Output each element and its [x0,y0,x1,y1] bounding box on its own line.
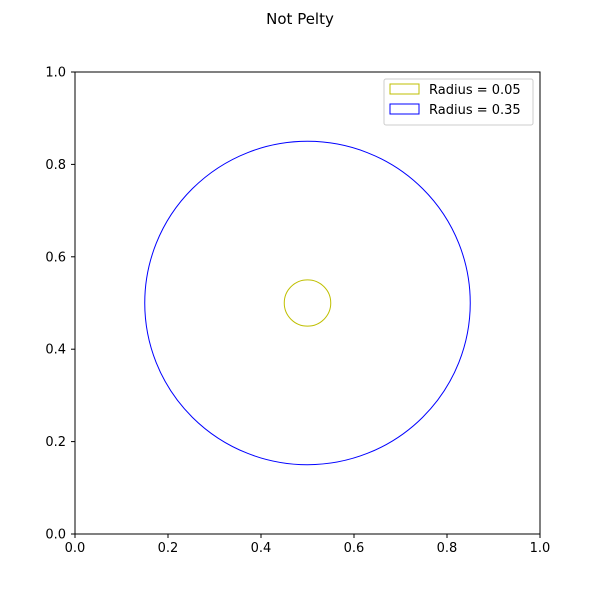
chart-title: Not Pelty [266,10,334,28]
y-tick-label: 0.0 [45,528,66,543]
legend-swatch [389,103,420,115]
y-tick-label: 0.6 [45,250,66,265]
x-tick-label: 0.0 [65,541,86,556]
legend: Radius = 0.05 Radius = 0.35 [383,78,534,126]
plot-frame [74,71,541,535]
x-tick-label: 1.0 [530,541,551,556]
y-tick-label: 1.0 [45,66,66,81]
legend-label: Radius = 0.35 [429,103,521,118]
circle-radius-0-05 [283,279,332,327]
circles-layer [144,140,471,466]
x-tick-label: 0.6 [344,541,365,556]
y-axis: 0.0 0.2 0.4 0.6 0.8 1.0 [45,66,75,543]
y-tick-label: 0.2 [45,435,66,450]
x-tick-label: 0.4 [251,541,272,556]
plot-area [75,72,540,534]
x-axis: 0.0 0.2 0.4 0.6 0.8 1.0 [65,534,551,556]
legend-label: Radius = 0.05 [429,83,521,98]
legend-swatch [389,83,420,95]
y-tick-label: 0.4 [45,343,66,358]
x-tick-label: 0.2 [158,541,179,556]
legend-frame [383,78,534,126]
y-tick-label: 0.8 [45,158,66,173]
circle-radius-0-35 [144,140,471,466]
x-tick-label: 0.8 [437,541,458,556]
